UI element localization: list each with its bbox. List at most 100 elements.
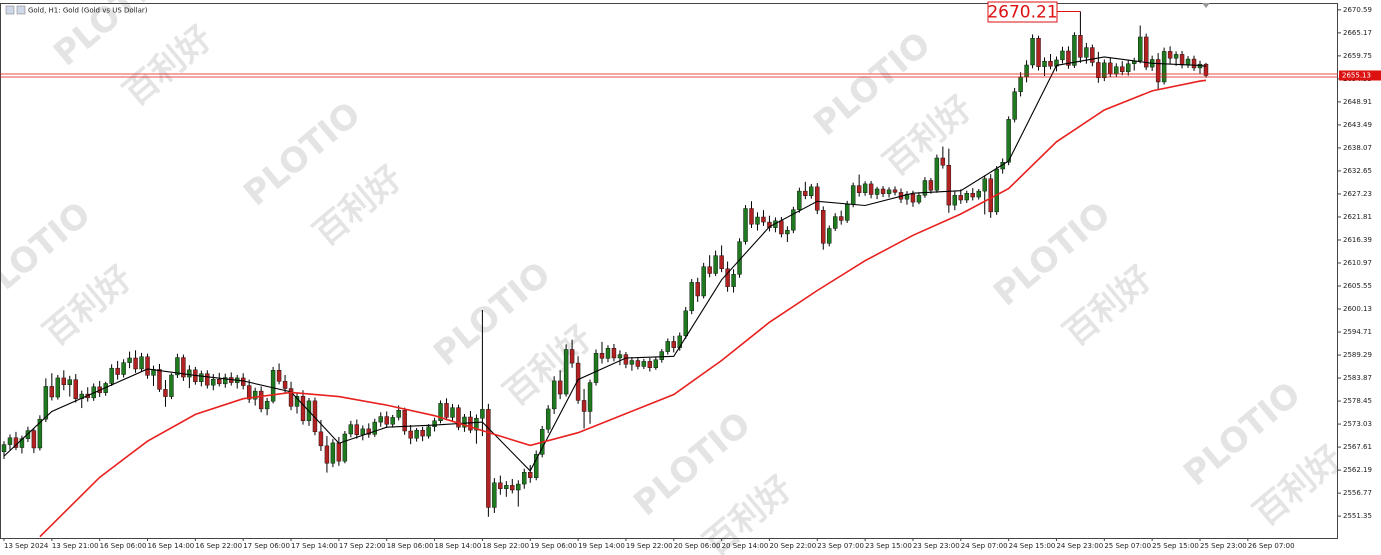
candle-body: [270, 370, 276, 402]
candle-body: [378, 416, 383, 423]
candle-body: [988, 178, 993, 213]
candle-body: [414, 429, 419, 439]
candle-body: [1042, 60, 1047, 67]
candle-body: [946, 164, 952, 206]
candle-body: [49, 386, 55, 398]
candle-body: [312, 400, 318, 433]
candle-body: [575, 362, 581, 401]
y-tick-label: 2556.77: [1343, 489, 1372, 497]
candle-body: [958, 195, 963, 201]
x-tick-label: 20 Sep 06:00: [674, 542, 721, 550]
y-tick-label: 2638.07: [1343, 144, 1372, 152]
candle-body: [169, 374, 174, 397]
candle-body: [719, 255, 724, 270]
x-tick-label: 13 Sep 2024: [4, 542, 49, 550]
candle-body: [187, 369, 192, 378]
candle-body: [557, 380, 563, 395]
candle-body: [856, 185, 862, 193]
candle-body: [874, 188, 880, 195]
candle-body: [145, 356, 150, 376]
candle-body: [964, 193, 969, 201]
candle-body: [390, 417, 395, 425]
candle-body: [31, 430, 37, 449]
candle-body: [444, 403, 449, 418]
candle-body: [689, 282, 694, 312]
candle-body: [1137, 36, 1143, 61]
candle-body: [940, 157, 946, 166]
candle-body: [330, 442, 336, 464]
y-tick-label: 2589.29: [1343, 351, 1372, 359]
y-tick-label: 2594.71: [1343, 328, 1372, 336]
candle-body: [1167, 51, 1173, 59]
candle-body: [743, 208, 748, 242]
candle-body: [868, 183, 874, 195]
candle-body: [366, 428, 371, 435]
candle-body: [647, 361, 653, 368]
candle-body: [157, 369, 162, 390]
candle-body: [181, 357, 186, 378]
candle-body: [43, 386, 49, 420]
candle-body: [223, 377, 228, 385]
candle-body: [695, 282, 700, 297]
candle-body: [821, 210, 826, 244]
candle-body: [492, 482, 497, 508]
y-tick-label: 2583.87: [1343, 374, 1372, 382]
candle-body: [1173, 54, 1179, 59]
candle-body: [922, 180, 928, 196]
y-tick-label: 2578.45: [1343, 397, 1372, 405]
candle-body: [707, 266, 712, 274]
candle-body: [1, 444, 7, 453]
x-tick-label: 18 Sep 06:00: [387, 542, 434, 550]
candle-body: [839, 216, 844, 221]
candle-body: [282, 381, 288, 389]
candle-body: [7, 437, 13, 445]
candle-body: [25, 430, 31, 439]
y-tick-label: 2600.13: [1343, 305, 1372, 313]
candle-body: [450, 407, 455, 418]
candle-body: [348, 424, 354, 435]
x-tick-label: 19 Sep 22:00: [626, 542, 673, 550]
candle-body: [37, 418, 43, 449]
x-tick-label: 17 Sep 22:00: [339, 542, 386, 550]
y-tick-label: 2551.35: [1343, 512, 1372, 520]
candle-body: [1090, 47, 1095, 63]
candle-body: [510, 485, 515, 491]
candle-body: [755, 216, 760, 225]
y-tick-label: 2648.91: [1343, 98, 1372, 106]
candle-body: [61, 377, 66, 385]
candle-body: [1006, 119, 1011, 163]
y-tick-label: 2567.61: [1343, 443, 1372, 451]
candle-body: [581, 400, 587, 412]
x-tick-label: 24 Sep 07:00: [961, 542, 1008, 550]
candle-body: [904, 193, 910, 200]
candle-body: [133, 357, 138, 370]
candle-body: [127, 357, 132, 363]
candle-body: [1078, 35, 1083, 58]
candle-body: [408, 430, 413, 439]
candle-body: [1024, 64, 1029, 78]
y-tick-label: 2621.81: [1343, 213, 1372, 221]
candle-body: [910, 193, 916, 203]
candle-body: [1155, 59, 1161, 83]
candle-body: [803, 190, 808, 196]
moving-average-line: [39, 79, 1207, 538]
candle-body: [504, 485, 509, 489]
candle-body: [587, 382, 593, 412]
candle-body: [420, 429, 425, 437]
x-tick-label: 24 Sep 23:00: [1056, 542, 1103, 550]
candle-body: [976, 190, 981, 198]
candle-body: [671, 341, 676, 348]
candle-body: [809, 186, 814, 196]
x-tick-label: 17 Sep 14:00: [291, 542, 338, 550]
candle-body: [1179, 54, 1185, 66]
price-tag-label: 2655.13: [1342, 71, 1371, 79]
x-tick-label: 16 Sep 22:00: [195, 542, 242, 550]
candle-body: [264, 401, 270, 410]
candle-body: [258, 390, 264, 410]
candle-body: [426, 426, 431, 437]
candle-body: [617, 354, 623, 359]
candle-body: [833, 216, 838, 229]
candle-body: [827, 228, 832, 244]
candle-body: [1126, 63, 1131, 72]
